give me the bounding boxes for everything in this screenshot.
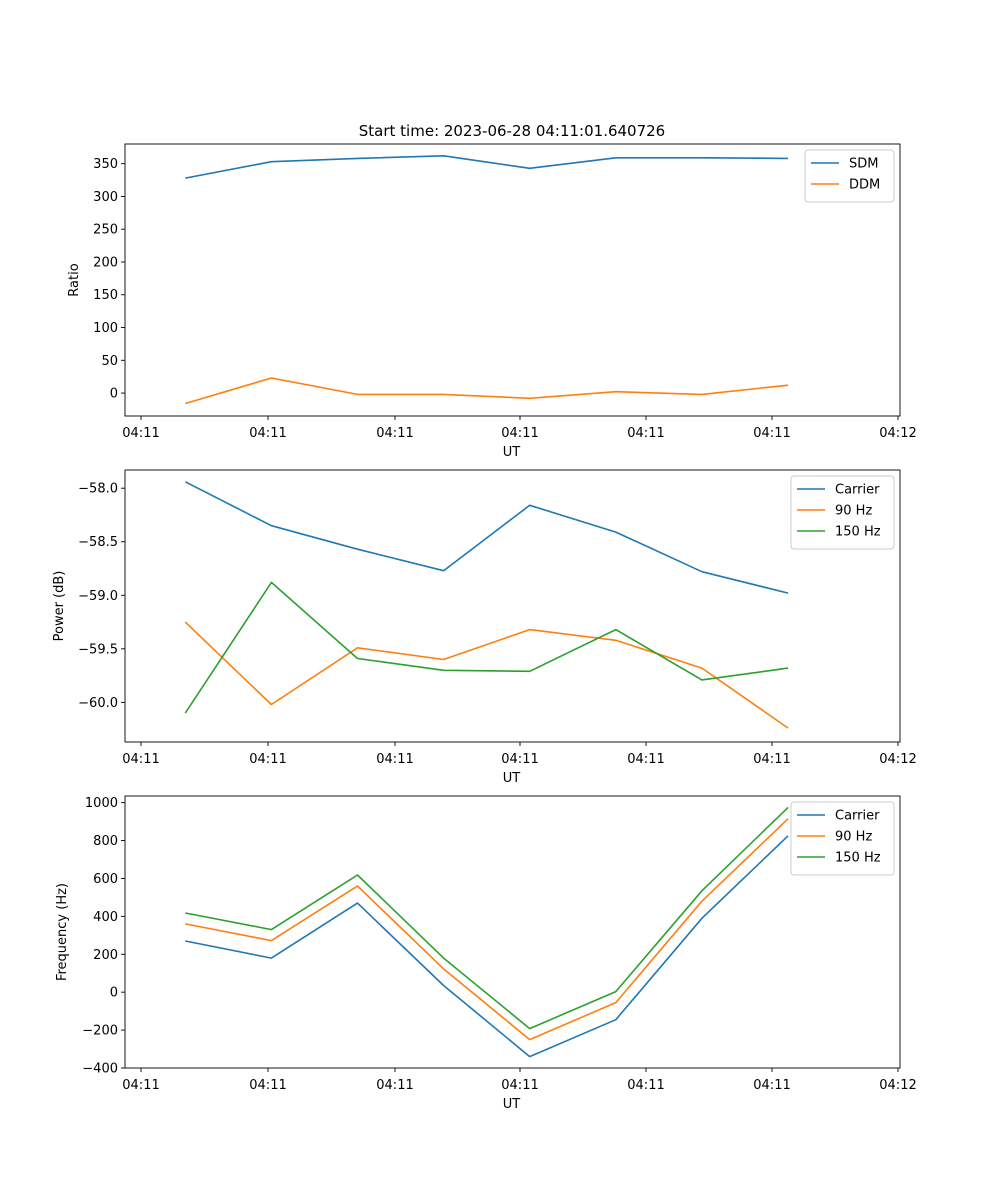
y-tick-label: −59.0 [78, 589, 118, 604]
x-tick-label: 04:11 [249, 426, 286, 441]
legend-label: SDM [849, 157, 878, 172]
figure-title: Start time: 2023-06-28 04:11:01.640726 [359, 122, 665, 140]
y-tick-label: −58.5 [78, 535, 118, 550]
legend-label: Carrier [835, 483, 880, 498]
x-tick-label: 04:11 [501, 426, 538, 441]
x-tick-label: 04:11 [249, 1078, 286, 1093]
y-tick-label: −200 [82, 1024, 118, 1039]
x-tick-label: 04:11 [122, 752, 159, 767]
series-line-ddm [185, 377, 789, 405]
series-line-150-hz [184, 581, 789, 714]
x-tick-label: 04:11 [627, 426, 664, 441]
x-tick-label: 04:11 [249, 752, 286, 767]
panel-frequency: 04:11 04:11 04:11 04:11 04:11 04:11 04:12 −400 −… [55, 795, 917, 1112]
axes-frame [124, 469, 901, 743]
y-tick-label: 50 [101, 354, 118, 369]
series-line-carrier [185, 835, 789, 1058]
x-tick-label: 04:11 [376, 1078, 413, 1093]
y-axis-label: Power (dB) [52, 571, 67, 642]
y-tick-label: 0 [110, 387, 118, 402]
legend-label: 90 Hz [835, 504, 872, 519]
x-axis-label: UT [503, 771, 521, 786]
x-tick-label: 04:12 [879, 752, 916, 767]
y-tick-label: 0 [110, 986, 118, 1001]
y-tick-label: 150 [93, 288, 118, 303]
y-tick-label: 200 [93, 255, 118, 270]
x-axis-label: UT [503, 445, 521, 460]
panel-power: 04:11 04:11 04:11 04:11 04:11 04:11 04:12 −60.0… [52, 469, 917, 786]
panel-ratio: 04:11 04:11 04:11 04:11 04:11 04:11 04:12 0 50 10… [67, 143, 917, 460]
x-axis-label: UT [503, 1097, 521, 1112]
series-line-sdm [185, 155, 789, 179]
y-tick-label: 350 [93, 157, 118, 172]
x-tick-label: 04:11 [627, 1078, 664, 1093]
x-tick-label: 04:11 [122, 426, 159, 441]
y-axis-label: Ratio [67, 263, 82, 296]
legend-label: DDM [849, 178, 880, 193]
x-tick-label: 04:11 [122, 1078, 159, 1093]
legend-label: 150 Hz [835, 525, 881, 540]
y-tick-label: 600 [93, 872, 118, 887]
y-axis-label: Frequency (Hz) [55, 883, 70, 981]
x-tick-label: 04:11 [376, 426, 413, 441]
series-line-carrier [184, 481, 789, 594]
legend-label: 150 Hz [835, 851, 881, 866]
x-tick-label: 04:11 [753, 752, 790, 767]
x-tick-label: 04:11 [501, 752, 538, 767]
y-tick-label: 1000 [85, 796, 118, 811]
y-tick-label: −59.5 [78, 642, 118, 657]
legend-label: 90 Hz [835, 830, 872, 845]
axes-frame [124, 795, 901, 1069]
x-tick-label: 04:12 [879, 426, 916, 441]
y-tick-label: 400 [93, 910, 118, 925]
y-tick-label: 200 [93, 948, 118, 963]
y-tick-label: 800 [93, 834, 118, 849]
x-tick-label: 04:11 [627, 752, 664, 767]
y-tick-label: −400 [82, 1062, 118, 1077]
axes-frame [124, 143, 901, 417]
series-line-150-hz [185, 806, 789, 1030]
y-tick-label: 300 [93, 190, 118, 205]
x-tick-label: 04:11 [753, 1078, 790, 1093]
x-tick-label: 04:11 [753, 426, 790, 441]
x-tick-label: 04:11 [376, 752, 413, 767]
y-tick-label: −60.0 [78, 696, 118, 711]
series-line-90-hz [185, 818, 789, 1041]
series-line-90-hz [184, 621, 789, 729]
x-tick-label: 04:11 [501, 1078, 538, 1093]
y-tick-label: −58.0 [78, 482, 118, 497]
x-tick-label: 04:12 [879, 1078, 916, 1093]
legend-label: Carrier [835, 809, 880, 824]
y-tick-label: 250 [93, 223, 118, 238]
y-tick-label: 100 [93, 321, 118, 336]
